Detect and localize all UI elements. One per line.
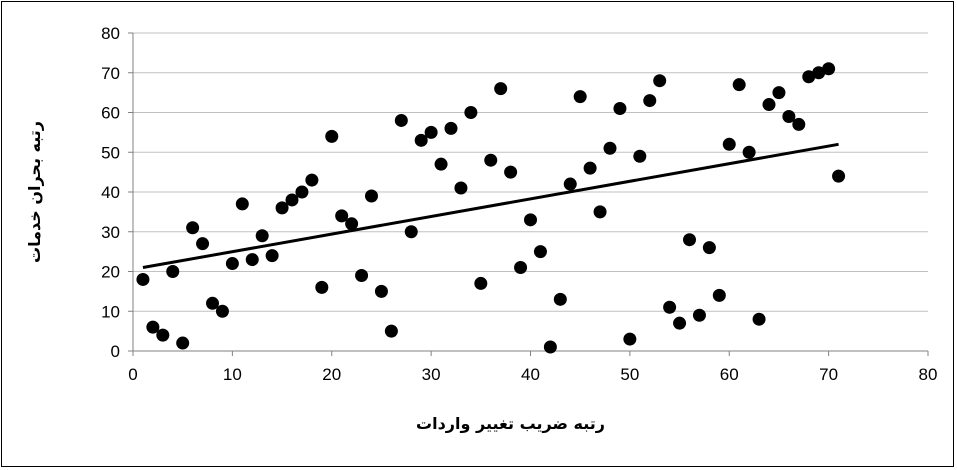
data-point — [394, 113, 408, 127]
data-point — [464, 106, 478, 119]
data-point — [613, 102, 627, 116]
data-point — [812, 66, 826, 80]
data-point — [533, 245, 547, 259]
data-point — [553, 292, 567, 306]
data-point — [136, 272, 150, 286]
data-point — [484, 153, 498, 167]
axes — [128, 32, 929, 356]
y-tick-label: 60 — [101, 104, 120, 123]
data-point — [365, 189, 378, 203]
data-point — [215, 304, 229, 318]
data-point — [732, 78, 746, 92]
data-point — [295, 185, 309, 199]
data-point — [722, 137, 736, 151]
data-point — [196, 237, 210, 251]
data-point — [444, 121, 458, 135]
data-point — [802, 70, 816, 84]
data-point — [563, 177, 577, 191]
data-point — [673, 316, 687, 330]
y-axis-title: رتبه بحران خدمات — [25, 121, 44, 263]
data-point — [245, 253, 259, 267]
data-point — [186, 221, 200, 235]
y-tick-label: 20 — [101, 263, 120, 282]
data-point — [772, 86, 786, 100]
data-point — [146, 320, 160, 334]
data-point — [285, 193, 299, 207]
data-point — [434, 157, 448, 171]
y-tick-label: 80 — [101, 24, 120, 43]
data-point — [404, 225, 418, 239]
data-point — [355, 268, 369, 282]
data-point — [384, 324, 398, 338]
data-point — [653, 74, 667, 88]
data-point — [643, 94, 657, 108]
x-tick-label: 60 — [720, 365, 739, 384]
data-point — [583, 161, 597, 175]
data-point — [702, 241, 716, 255]
x-tick-label: 50 — [620, 365, 639, 384]
data-point — [235, 197, 249, 211]
data-point — [832, 169, 846, 183]
x-tick-label: 70 — [819, 365, 838, 384]
data-point — [335, 209, 349, 223]
data-point — [623, 332, 637, 346]
data-point — [176, 336, 190, 350]
data-point — [265, 249, 279, 263]
data-point — [374, 284, 388, 298]
data-point — [792, 117, 806, 131]
data-point — [166, 265, 180, 278]
data-point — [325, 129, 339, 143]
y-tick-label: 70 — [101, 64, 120, 83]
data-point — [255, 229, 269, 243]
y-tick-label: 40 — [101, 183, 120, 202]
data-point — [762, 98, 776, 112]
data-point — [663, 300, 677, 314]
data-point — [603, 141, 617, 155]
data-point — [424, 125, 438, 139]
data-point — [474, 276, 488, 290]
data-point — [742, 145, 756, 159]
data-point — [692, 308, 706, 322]
data-point — [206, 296, 219, 310]
data-point — [345, 217, 359, 231]
data-point — [156, 328, 170, 342]
data-point — [275, 201, 289, 215]
tick-labels: 0 10 20 30 40 50 60 70 80 0 10 20 30 40 50 60 70 80 — [101, 24, 937, 384]
data-point — [305, 173, 319, 187]
x-tick-label: 80 — [919, 365, 938, 384]
x-tick-label: 20 — [322, 365, 341, 384]
data-point — [315, 280, 329, 294]
y-tick-label: 10 — [101, 302, 120, 321]
trendline — [142, 142, 839, 270]
data-point — [573, 90, 587, 104]
x-tick-label: 0 — [128, 365, 137, 384]
data-point — [712, 288, 726, 302]
y-tick-label: 30 — [101, 223, 120, 242]
data-point — [593, 205, 607, 219]
x-axis-title: رتبه ضریب تغییر واردات — [416, 414, 605, 433]
data-point — [752, 312, 766, 326]
data-point — [524, 213, 537, 227]
data-points — [136, 62, 846, 354]
x-tick-label: 10 — [223, 365, 242, 384]
data-point — [782, 109, 796, 123]
data-point — [543, 340, 557, 354]
y-tick-label: 0 — [111, 342, 120, 361]
data-point — [454, 181, 468, 195]
trendline-group — [142, 142, 839, 270]
data-point — [225, 257, 239, 271]
data-point — [504, 165, 518, 179]
data-point — [414, 133, 428, 147]
x-tick-label: 40 — [521, 365, 540, 384]
data-point — [683, 233, 696, 247]
x-tick-label: 30 — [422, 365, 441, 384]
data-point — [514, 261, 528, 275]
data-point — [822, 62, 836, 76]
data-point — [633, 149, 647, 163]
y-tick-label: 50 — [101, 143, 120, 162]
data-point — [494, 82, 508, 96]
